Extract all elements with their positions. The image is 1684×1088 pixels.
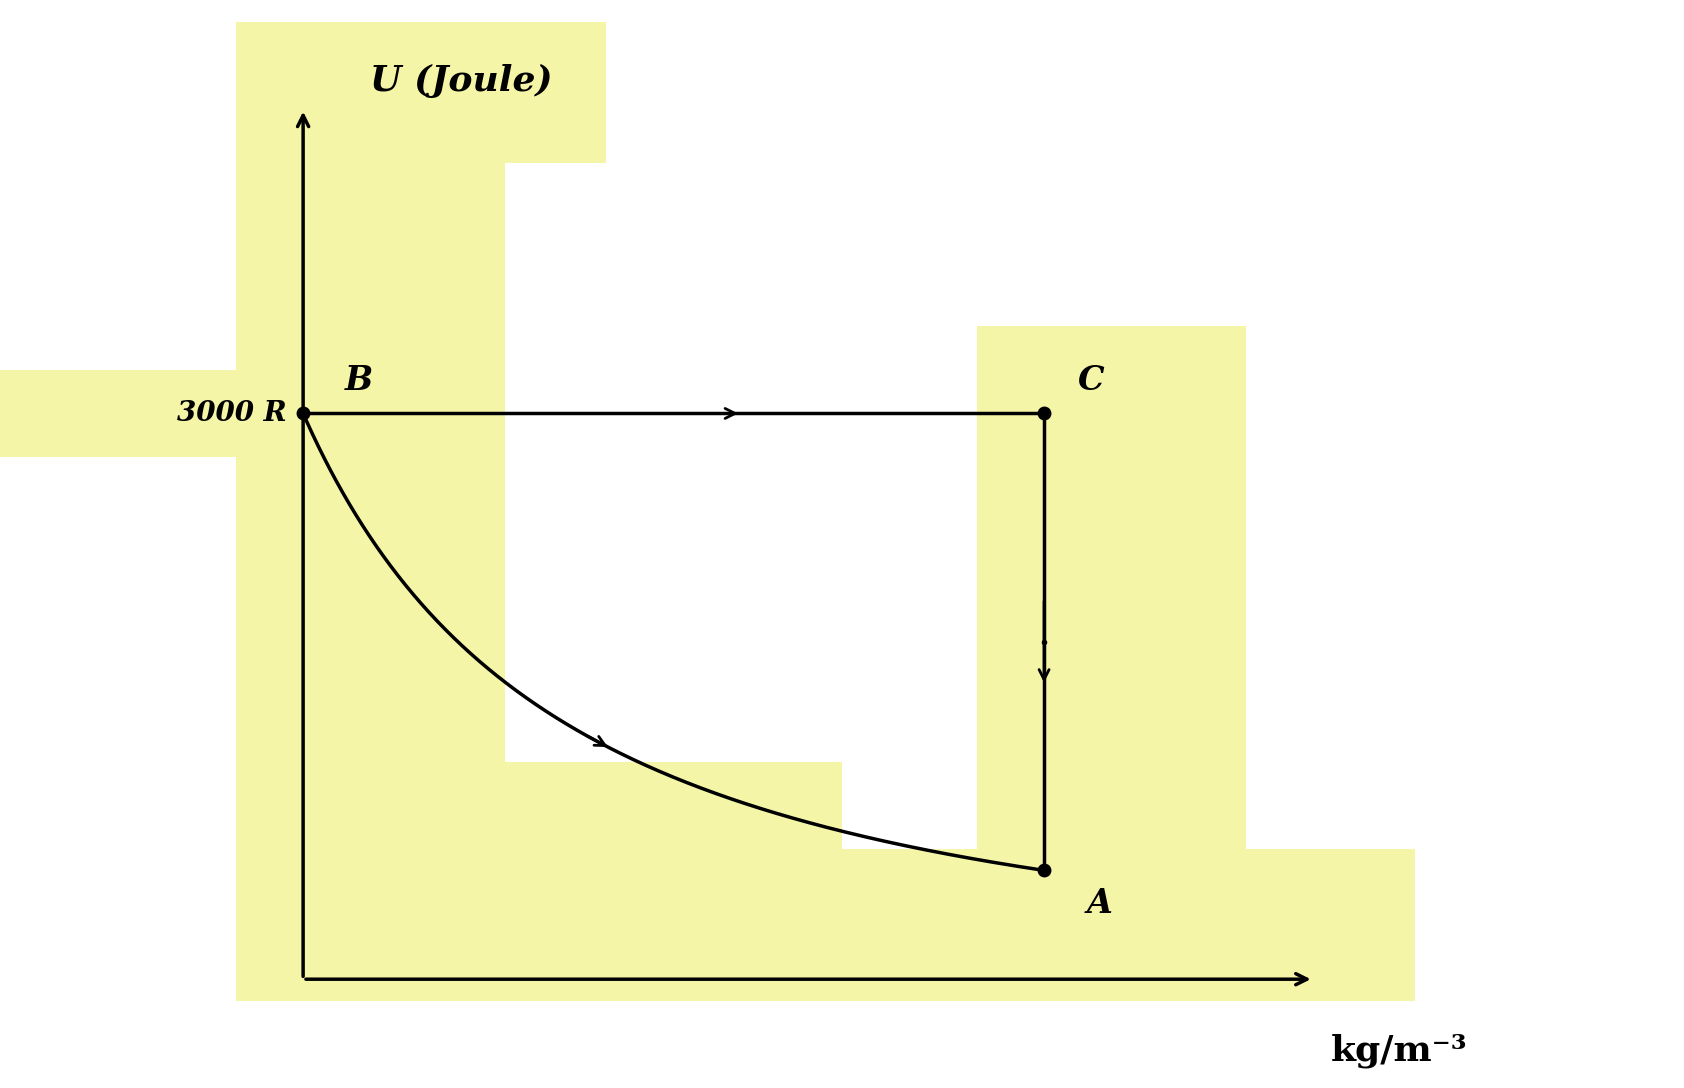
Bar: [977, 326, 1246, 1001]
Text: C: C: [1078, 364, 1105, 397]
Text: kg/m⁻³: kg/m⁻³: [1330, 1034, 1467, 1068]
Bar: [236, 849, 1415, 1001]
Bar: [236, 218, 505, 457]
Text: B: B: [345, 364, 374, 397]
Text: U (Joule): U (Joule): [370, 64, 552, 98]
Bar: [472, 762, 842, 1001]
Bar: [236, 22, 606, 163]
Bar: [0, 370, 337, 457]
Text: A: A: [1086, 887, 1111, 919]
Bar: [236, 22, 505, 1001]
Text: 3000 R: 3000 R: [177, 400, 286, 426]
